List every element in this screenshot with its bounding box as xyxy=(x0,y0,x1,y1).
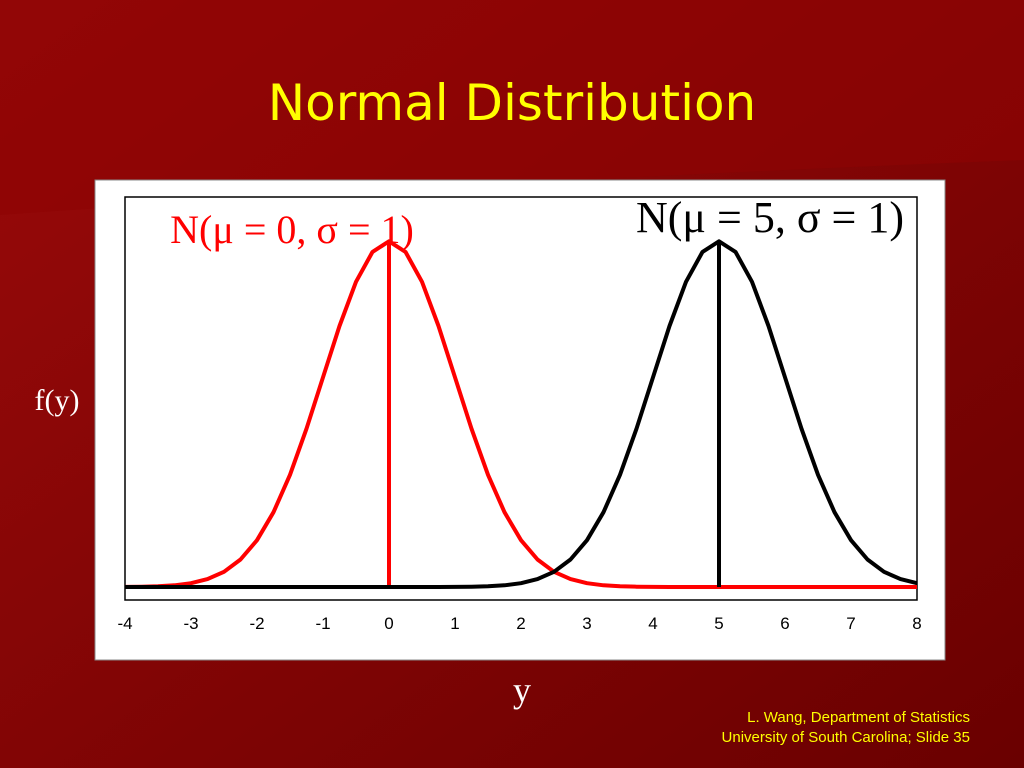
x-tick-label: 2 xyxy=(516,614,525,633)
x-axis-label: y xyxy=(513,670,531,710)
x-tick-label: 8 xyxy=(912,614,921,633)
plot: -4 -3 -2 -1 0 1 2 3 4 5 6 7 8 N(μ = 0, σ = 1) N(μ = 5,… xyxy=(117,193,921,633)
x-tick-label: -4 xyxy=(117,614,132,633)
x-tick-label: 0 xyxy=(384,614,393,633)
x-tick-label: 1 xyxy=(450,614,459,633)
x-tick-label: 4 xyxy=(648,614,657,633)
x-tick-label: -2 xyxy=(249,614,264,633)
x-tick-label: 3 xyxy=(582,614,591,633)
background-band xyxy=(0,0,1024,215)
x-tick-label: -1 xyxy=(315,614,330,633)
title: Normal Distribution xyxy=(268,74,757,132)
x-tick-label: -3 xyxy=(183,614,198,633)
y-axis-label: f(y) xyxy=(35,384,80,417)
plot-frame xyxy=(124,196,918,601)
plot-panel xyxy=(94,179,946,661)
curve xyxy=(125,239,918,589)
x-tick-label: 5 xyxy=(714,614,723,633)
curve xyxy=(124,239,917,589)
series-annotation: N(μ = 5, σ = 1) xyxy=(636,193,904,242)
series-annotation: N(μ = 0, σ = 1) xyxy=(170,207,414,252)
footer-line: L. Wang, Department of Statistics xyxy=(747,709,970,726)
x-tick-label: 7 xyxy=(846,614,855,633)
footer-line: University of South Carolina; Slide 35 xyxy=(722,729,970,746)
x-tick-label: 6 xyxy=(780,614,789,633)
